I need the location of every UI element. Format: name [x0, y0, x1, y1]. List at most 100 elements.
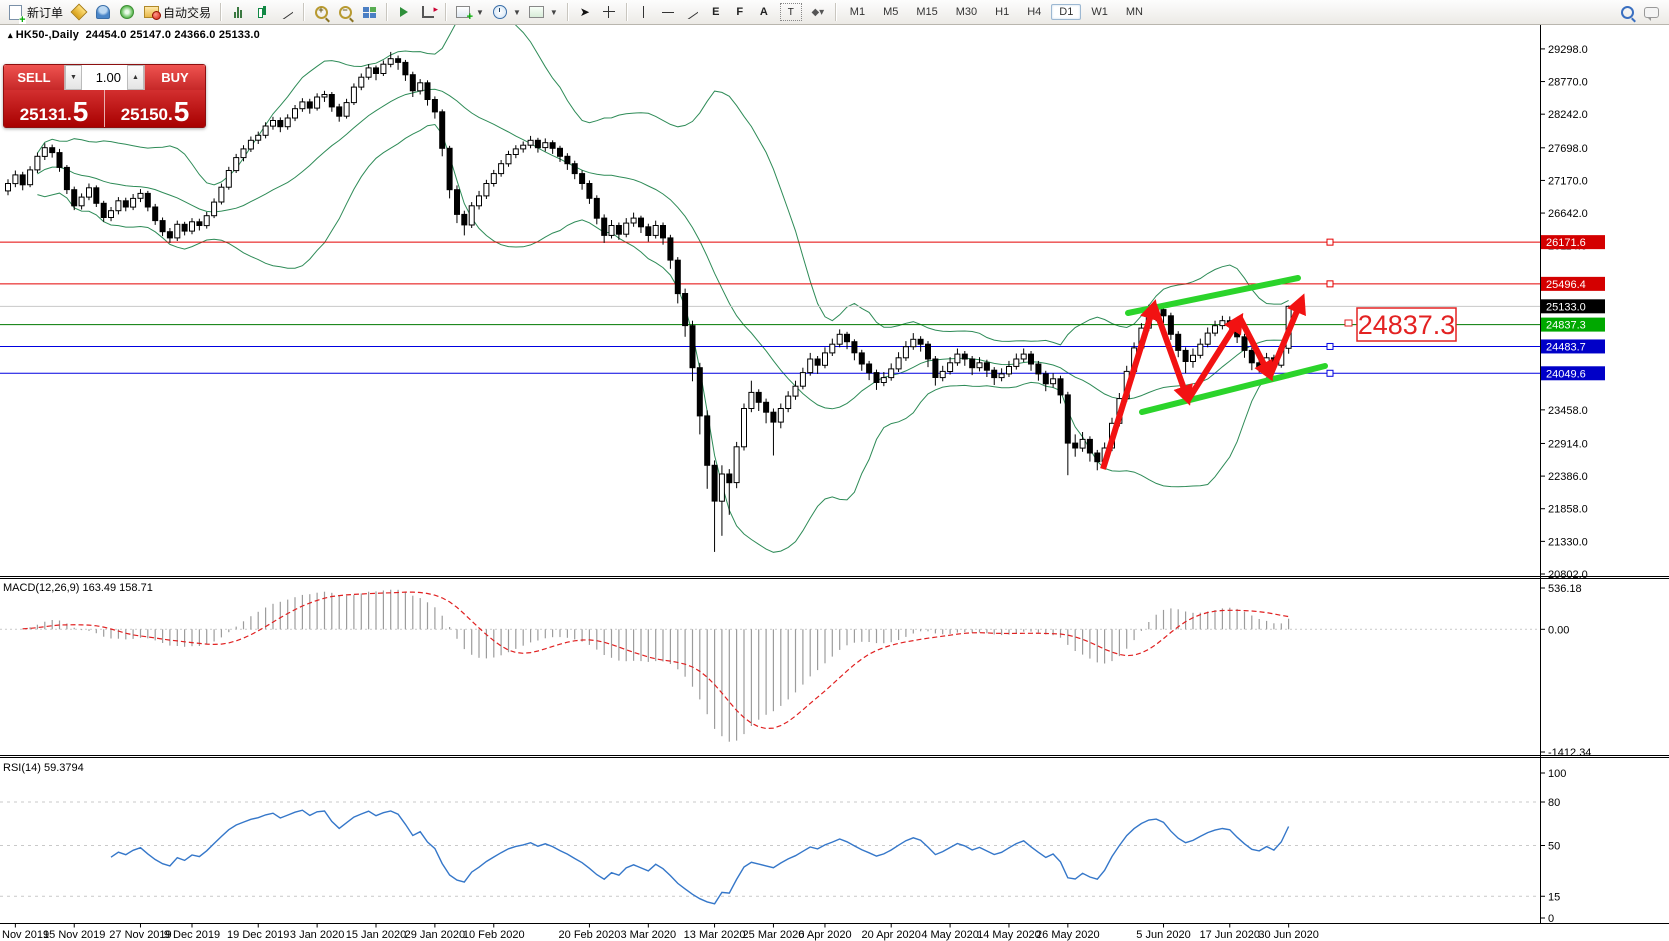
crosshair-button[interactable]: [597, 2, 621, 22]
timeframe-w1-button[interactable]: W1: [1091, 6, 1108, 18]
level-line-handle: [1326, 369, 1334, 377]
svg-text:24483.7: 24483.7: [1546, 341, 1586, 353]
svg-text:17 Jun 2020: 17 Jun 2020: [1199, 929, 1260, 941]
community-button[interactable]: [91, 2, 115, 22]
new-order-button[interactable]: 新订单: [3, 2, 67, 24]
svg-text:24837.3: 24837.3: [1358, 310, 1456, 340]
timeframe-m1-button[interactable]: M1: [849, 6, 866, 18]
timeframe-m5-button[interactable]: M5: [883, 6, 899, 18]
buy-price-display[interactable]: 25150. 5: [105, 90, 205, 127]
candlestick-chart-button[interactable]: [250, 2, 274, 22]
sell-price-main: 25131.: [19, 105, 72, 124]
lot-decrease-button[interactable]: ▼: [65, 65, 82, 90]
bar-chart-icon: [230, 4, 246, 20]
fibonacci-icon: F: [736, 6, 744, 18]
svg-text:25 Mar 2020: 25 Mar 2020: [743, 929, 805, 941]
trendline-icon: [684, 4, 700, 20]
timeframe-m30-button[interactable]: M30: [955, 6, 978, 18]
bar-chart-button[interactable]: [226, 2, 250, 22]
templates-button[interactable]: ▼: [525, 2, 562, 22]
ohlc-values: 24454.0 25147.0 24366.0 25133.0: [85, 29, 260, 41]
chart-canvas[interactable]: 29298.0 28770.0 28242.0 27698.0 27170.0 26642…: [0, 24, 1669, 941]
level-line-handle: [1326, 280, 1334, 288]
sell-button[interactable]: SELL: [4, 65, 64, 90]
line-chart-button[interactable]: [274, 2, 298, 22]
search-icon: [1619, 4, 1635, 20]
auto-trading-button[interactable]: 自动交易: [139, 2, 215, 22]
horizontal-level-lines[interactable]: [0, 238, 1540, 377]
svg-text:26 May 2020: 26 May 2020: [1036, 929, 1100, 941]
text-icon: A: [759, 6, 768, 18]
svg-text:14 May 2020: 14 May 2020: [977, 929, 1041, 941]
toolbar-separator: [386, 3, 388, 21]
fibonacci-button[interactable]: F: [728, 2, 752, 22]
lot-size-field[interactable]: 1.00: [82, 65, 127, 90]
toolbar-separator: [445, 3, 447, 21]
timeframe-d1-button[interactable]: D1: [1051, 4, 1082, 20]
svg-text:4 May 2020: 4 May 2020: [921, 929, 978, 941]
signal-icon: [119, 4, 135, 20]
svg-text:100: 100: [1548, 768, 1566, 780]
svg-text:20 Apr 2020: 20 Apr 2020: [862, 929, 921, 941]
new-order-icon: [7, 4, 26, 24]
pane-borders: [0, 24, 1669, 941]
search-button[interactable]: [1615, 2, 1639, 22]
svg-text:21858.0: 21858.0: [1548, 504, 1588, 516]
zoom-in-button[interactable]: +: [309, 2, 333, 22]
arrows-button[interactable]: ◆▾: [806, 2, 830, 22]
zigzag-arrows[interactable]: [1100, 293, 1306, 470]
svg-text:536.18: 536.18: [1548, 583, 1582, 595]
horizontal-line-icon: [660, 4, 676, 20]
svg-text:24837.3: 24837.3: [1546, 320, 1586, 332]
svg-text:20 Feb 2020: 20 Feb 2020: [559, 929, 621, 941]
tile-windows-icon: [361, 4, 377, 20]
signals-button[interactable]: [115, 2, 139, 22]
chat-button[interactable]: [1639, 2, 1663, 22]
toolbar-separator: [625, 3, 627, 21]
crosshair-icon: [601, 4, 617, 20]
quotes-button[interactable]: [67, 2, 91, 22]
template-icon: [529, 4, 545, 20]
horizontal-line-button[interactable]: [656, 2, 680, 22]
timeframe-h1-button[interactable]: H1: [995, 6, 1010, 18]
cursor-button[interactable]: ➤: [573, 2, 597, 22]
svg-text:3 Jan 2020: 3 Jan 2020: [290, 929, 344, 941]
svg-text:22914.0: 22914.0: [1548, 438, 1588, 450]
zoom-in-icon: +: [313, 4, 329, 20]
rsi-indicator: 100 80 50 15 0 RSI(14) 59.3794: [0, 762, 1566, 925]
lot-increase-button[interactable]: ▲: [127, 65, 144, 90]
svg-text:15: 15: [1548, 891, 1560, 903]
svg-text:24049.6: 24049.6: [1546, 368, 1586, 380]
sell-price-display[interactable]: 25131. 5: [4, 90, 105, 127]
equidistant-channel-button[interactable]: E: [704, 2, 728, 22]
svg-text:5 Jun 2020: 5 Jun 2020: [1136, 929, 1190, 941]
svg-text:27170.0: 27170.0: [1548, 175, 1588, 187]
svg-text:Nov 2019: Nov 2019: [2, 929, 49, 941]
toolbar-separator: [834, 3, 836, 21]
buy-button[interactable]: BUY: [145, 65, 205, 90]
svg-text:22386.0: 22386.0: [1548, 471, 1588, 483]
indicators-icon: [455, 4, 473, 23]
line-chart-icon: [278, 4, 294, 20]
timeframe-h4-button[interactable]: H4: [1027, 6, 1042, 18]
auto-scroll-button[interactable]: [392, 2, 416, 22]
svg-text:80: 80: [1548, 797, 1560, 809]
zoom-out-button[interactable]: −: [333, 2, 357, 22]
chart-shift-button[interactable]: [416, 2, 440, 22]
arrows-icon: ◆▾: [811, 6, 825, 18]
periods-button[interactable]: ▼: [488, 2, 525, 22]
trendline-button[interactable]: [680, 2, 704, 22]
tile-windows-button[interactable]: [357, 2, 381, 22]
timeframe-m15-button[interactable]: M15: [916, 6, 938, 18]
indicators-button[interactable]: ▼: [451, 2, 488, 23]
vertical-line-button[interactable]: [632, 2, 656, 22]
timeframe-mn-button[interactable]: MN: [1125, 6, 1143, 18]
chevron-down-icon: ▼: [549, 7, 558, 17]
price-annotation[interactable]: 24837.3: [1344, 307, 1457, 342]
text-label-button[interactable]: T: [776, 2, 806, 22]
timeframe-toolbar: M1 M5 M15 M30 H1 H4 D1 W1 MN: [838, 0, 1155, 24]
svg-text:19 Dec 2019: 19 Dec 2019: [227, 929, 289, 941]
text-button[interactable]: A: [752, 2, 776, 22]
